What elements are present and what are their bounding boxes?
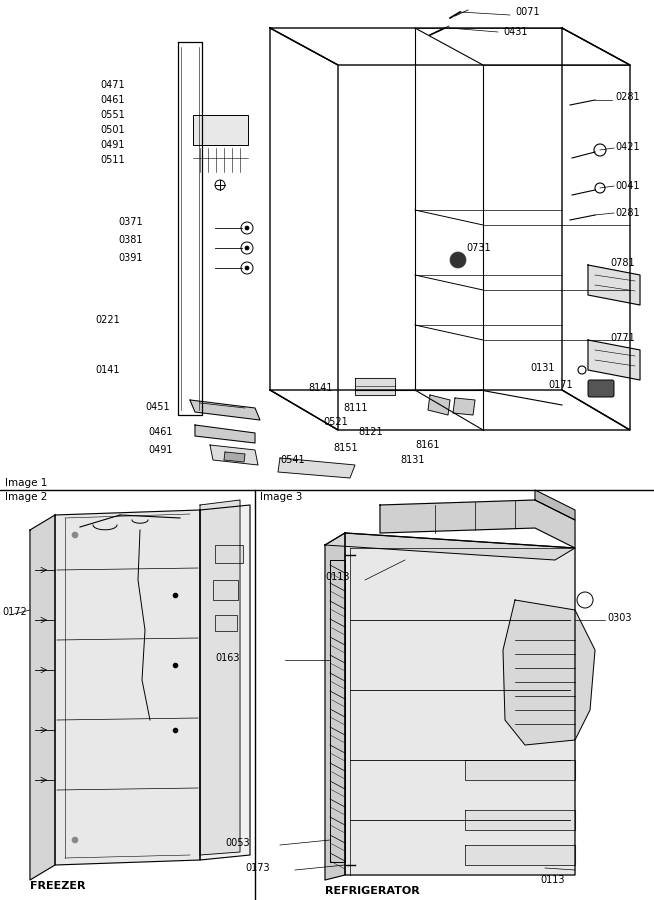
- Polygon shape: [465, 845, 575, 865]
- Polygon shape: [55, 510, 200, 865]
- Polygon shape: [588, 265, 640, 305]
- Text: 0381: 0381: [118, 235, 143, 245]
- Text: 0451: 0451: [145, 402, 169, 412]
- Text: Image 3: Image 3: [260, 492, 302, 502]
- Polygon shape: [195, 425, 255, 443]
- Text: 0113: 0113: [540, 875, 564, 885]
- Text: 0551: 0551: [100, 110, 125, 120]
- Text: 0431: 0431: [503, 27, 528, 37]
- Text: REFRIGERATOR: REFRIGERATOR: [325, 886, 420, 896]
- Polygon shape: [200, 500, 240, 855]
- Text: 0071: 0071: [515, 7, 540, 17]
- Text: 8151: 8151: [333, 443, 358, 453]
- Text: 0281: 0281: [615, 92, 640, 102]
- Polygon shape: [200, 505, 250, 860]
- Text: 0131: 0131: [530, 363, 555, 373]
- Bar: [213, 580, 238, 600]
- Polygon shape: [30, 515, 55, 880]
- Polygon shape: [278, 458, 355, 478]
- Text: 0491: 0491: [100, 140, 124, 150]
- Text: 0173: 0173: [245, 863, 269, 873]
- Text: FREEZER: FREEZER: [30, 881, 86, 891]
- Text: 8161: 8161: [415, 440, 439, 450]
- Text: 0371: 0371: [118, 217, 143, 227]
- Text: 0461: 0461: [148, 427, 173, 437]
- Text: 0281: 0281: [615, 208, 640, 218]
- Polygon shape: [535, 490, 575, 520]
- Polygon shape: [428, 395, 450, 415]
- Text: 8141: 8141: [308, 383, 332, 393]
- Text: Image 2: Image 2: [5, 492, 47, 502]
- Text: 0501: 0501: [100, 125, 125, 135]
- Text: 0731: 0731: [466, 243, 490, 253]
- Polygon shape: [465, 810, 575, 830]
- Circle shape: [450, 252, 466, 268]
- Polygon shape: [325, 533, 345, 880]
- Text: 8121: 8121: [358, 427, 383, 437]
- Text: 0421: 0421: [615, 142, 640, 152]
- Circle shape: [72, 837, 78, 843]
- Text: 8111: 8111: [343, 403, 368, 413]
- Text: 0471: 0471: [100, 80, 125, 90]
- Text: 0521: 0521: [323, 417, 348, 427]
- Text: 0041: 0041: [615, 181, 640, 191]
- Text: 0771: 0771: [610, 333, 635, 343]
- Text: 0781: 0781: [610, 258, 634, 268]
- Polygon shape: [465, 760, 575, 780]
- Text: Image 1: Image 1: [5, 478, 47, 488]
- Circle shape: [245, 246, 249, 250]
- Polygon shape: [210, 445, 258, 465]
- Text: 0391: 0391: [118, 253, 143, 263]
- Text: 0541: 0541: [280, 455, 305, 465]
- Circle shape: [72, 532, 78, 538]
- Text: 0303: 0303: [607, 613, 632, 623]
- Polygon shape: [224, 452, 245, 462]
- Text: 0113: 0113: [325, 572, 349, 582]
- Text: 0461: 0461: [100, 95, 124, 105]
- Polygon shape: [355, 378, 395, 395]
- Polygon shape: [325, 533, 575, 560]
- Bar: [215, 615, 237, 631]
- Text: 0171: 0171: [548, 380, 573, 390]
- Text: 8131: 8131: [400, 455, 424, 465]
- Polygon shape: [503, 600, 595, 745]
- Text: 0053: 0053: [225, 838, 250, 848]
- Text: 0511: 0511: [100, 155, 125, 165]
- Text: 0221: 0221: [95, 315, 120, 325]
- Polygon shape: [190, 400, 260, 420]
- Text: 0141: 0141: [95, 365, 120, 375]
- Polygon shape: [588, 340, 640, 380]
- Bar: [215, 545, 243, 563]
- FancyBboxPatch shape: [588, 380, 614, 397]
- Circle shape: [245, 266, 249, 270]
- Bar: [193, 115, 248, 145]
- Polygon shape: [453, 398, 475, 415]
- Circle shape: [245, 226, 249, 230]
- Polygon shape: [345, 533, 575, 875]
- Text: 0491: 0491: [148, 445, 173, 455]
- Text: 0172: 0172: [2, 607, 27, 617]
- Text: 0163: 0163: [215, 653, 239, 663]
- Polygon shape: [380, 500, 575, 548]
